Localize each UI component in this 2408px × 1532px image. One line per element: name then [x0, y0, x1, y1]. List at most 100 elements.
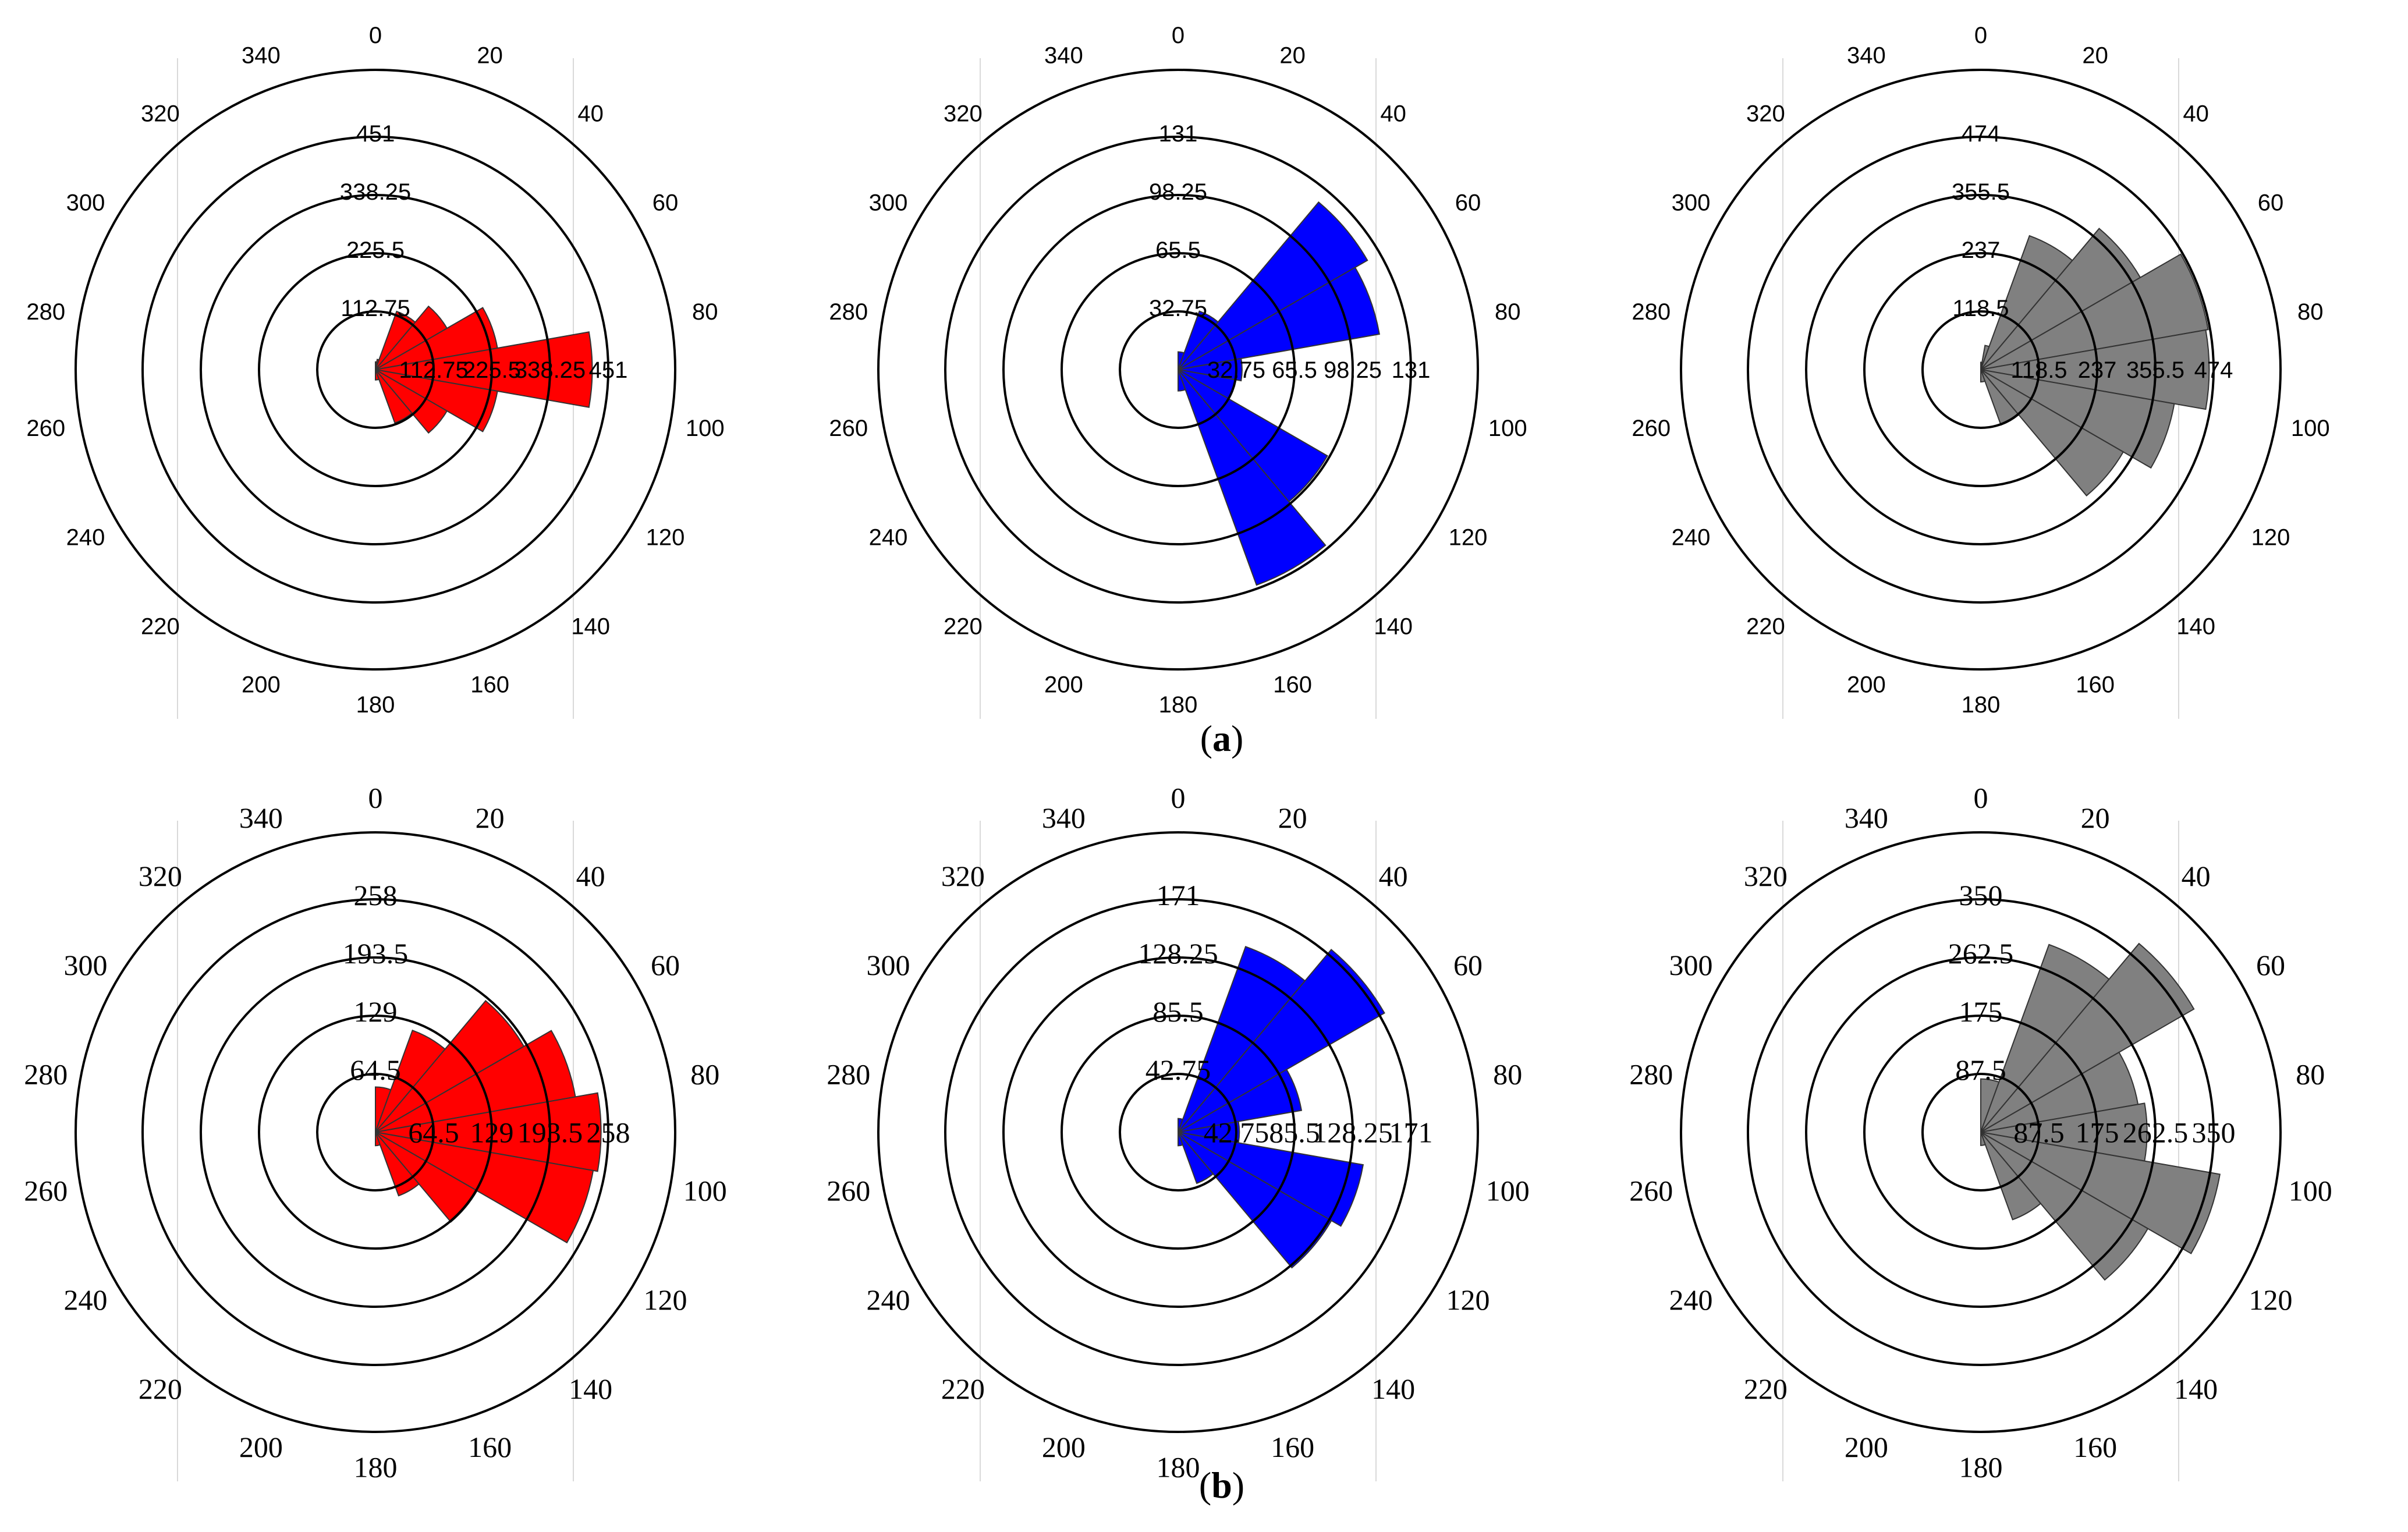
grid-ring	[1002, 194, 1354, 545]
ring-label-horizontal: 338.25	[515, 357, 586, 383]
angle-label: 0	[1171, 782, 1186, 814]
angle-label: 120	[2251, 525, 2290, 551]
rose-sector	[1980, 1132, 1987, 1146]
ring-label-horizontal: 42.75	[1204, 1116, 1269, 1149]
angle-label: 0	[368, 782, 383, 814]
ring-label-vertical: 225.5	[346, 237, 405, 263]
caption-open: (	[1198, 1464, 1212, 1506]
ring-label-horizontal: 262.5	[2123, 1116, 2189, 1149]
angle-label: 0	[1172, 23, 1185, 48]
angle-label: 100	[2291, 416, 2330, 441]
angle-label: 280	[829, 299, 868, 325]
angle-label: 60	[2258, 190, 2284, 216]
grid-ring	[1921, 310, 2040, 429]
angle-label: 240	[867, 1283, 910, 1316]
angle-label: 160	[2076, 672, 2115, 697]
angle-label: 20	[2082, 43, 2108, 69]
angle-label: 180	[354, 1451, 398, 1484]
rose-sector	[375, 1132, 594, 1244]
angle-label: 140	[2176, 613, 2215, 639]
rose-sector	[1980, 1132, 2149, 1281]
angle-label: 60	[2256, 949, 2285, 981]
angle-label: 260	[1629, 1174, 1673, 1207]
angle-label: 240	[66, 525, 105, 551]
angle-label: 20	[1279, 43, 1306, 69]
ring-label-horizontal: 258	[587, 1116, 630, 1149]
angle-label: 260	[827, 1174, 870, 1207]
rose-sector	[1980, 369, 2175, 469]
angle-label: 180	[1159, 692, 1198, 718]
angle-label: 240	[1669, 1283, 1713, 1316]
rose-sector	[1178, 949, 1385, 1133]
angle-label: 200	[1044, 672, 1083, 697]
angle-label: 140	[571, 613, 610, 639]
angle-label: 40	[2182, 860, 2211, 892]
angle-label: 340	[242, 43, 281, 69]
rose-sector	[1980, 1132, 2221, 1254]
rose-sector	[1178, 1069, 1303, 1133]
angle-label: 80	[690, 1058, 719, 1091]
caption-a: (a)	[1134, 717, 1309, 760]
outer-circle	[1680, 69, 2282, 671]
angle-label: 120	[1446, 1283, 1490, 1316]
angle-label: 320	[1744, 860, 1788, 892]
angle-label: 300	[1669, 949, 1713, 981]
angle-label: 140	[1374, 613, 1413, 639]
angle-label: 140	[569, 1373, 612, 1405]
ring-label-vertical: 474	[1962, 121, 2001, 147]
grid-ring	[258, 1015, 493, 1250]
ring-label-vertical: 355.5	[1952, 179, 2010, 205]
ring-label-horizontal: 355.5	[2126, 357, 2184, 383]
angle-label: 100	[686, 416, 725, 441]
ring-label-vertical: 451	[356, 121, 395, 147]
grid-ring	[1119, 310, 1237, 429]
ring-label-vertical: 129	[354, 995, 398, 1028]
polar-chart-svg: 32.75 65.5 98.25 131 32.75 65.5 98.25 131 0 20 40 6…	[829, 23, 1527, 719]
angle-label: 0	[1974, 23, 1987, 48]
angle-label: 60	[1455, 190, 1481, 216]
ring-label-vertical: 350	[1959, 879, 2003, 912]
rose-sector	[1980, 329, 2210, 410]
ring-label-horizontal: 112.75	[399, 357, 468, 383]
grid-ring	[1747, 136, 2215, 604]
ring-label-vertical: 193.5	[343, 937, 409, 970]
caption-close: )	[1231, 718, 1244, 759]
angle-label: 200	[242, 672, 281, 697]
caption-open: (	[1200, 718, 1212, 759]
angle-label: 180	[1962, 692, 2001, 718]
grid-ring	[316, 1073, 435, 1191]
angle-label: 220	[141, 613, 180, 639]
angle-label: 240	[869, 525, 908, 551]
ring-label-horizontal: 350	[2192, 1116, 2236, 1149]
angle-label: 180	[1959, 1451, 2003, 1484]
caption-letter: a	[1212, 718, 1231, 759]
caption-letter: b	[1211, 1464, 1232, 1506]
rose-sector	[1178, 357, 1243, 382]
ring-label-vertical: 338.25	[340, 179, 411, 205]
angle-label: 20	[1278, 802, 1307, 834]
grid-ring	[1747, 898, 2215, 1366]
angle-label: 0	[1974, 782, 1988, 814]
angle-label: 40	[576, 860, 605, 892]
ring-label-vertical: 87.5	[1955, 1054, 2006, 1086]
angle-label: 20	[477, 43, 503, 69]
angle-label: 260	[829, 416, 868, 441]
grid-ring	[1805, 194, 2157, 545]
ring-label-vertical: 85.5	[1152, 995, 1204, 1028]
grid-ring	[141, 898, 609, 1366]
rose-sector	[375, 369, 380, 381]
rose-chart-b-gray: 87.5 175 262.5 350 87.5 175 262.5 350 0 20 40 60 80 1…	[1605, 763, 2408, 1490]
grid-ring	[1061, 1015, 1296, 1250]
outer-circle	[75, 831, 676, 1433]
angle-label: 160	[470, 672, 509, 697]
ring-label-horizontal: 128.25	[1313, 1116, 1393, 1149]
rose-sector	[375, 369, 498, 432]
angle-label: 200	[1042, 1431, 1086, 1463]
rose-sector	[1178, 369, 1327, 586]
grid-ring	[1863, 1015, 2098, 1250]
ring-label-horizontal: 225.5	[463, 357, 521, 383]
ring-label-horizontal: 118.5	[2010, 357, 2067, 383]
ring-label-vertical: 98.25	[1149, 179, 1207, 205]
